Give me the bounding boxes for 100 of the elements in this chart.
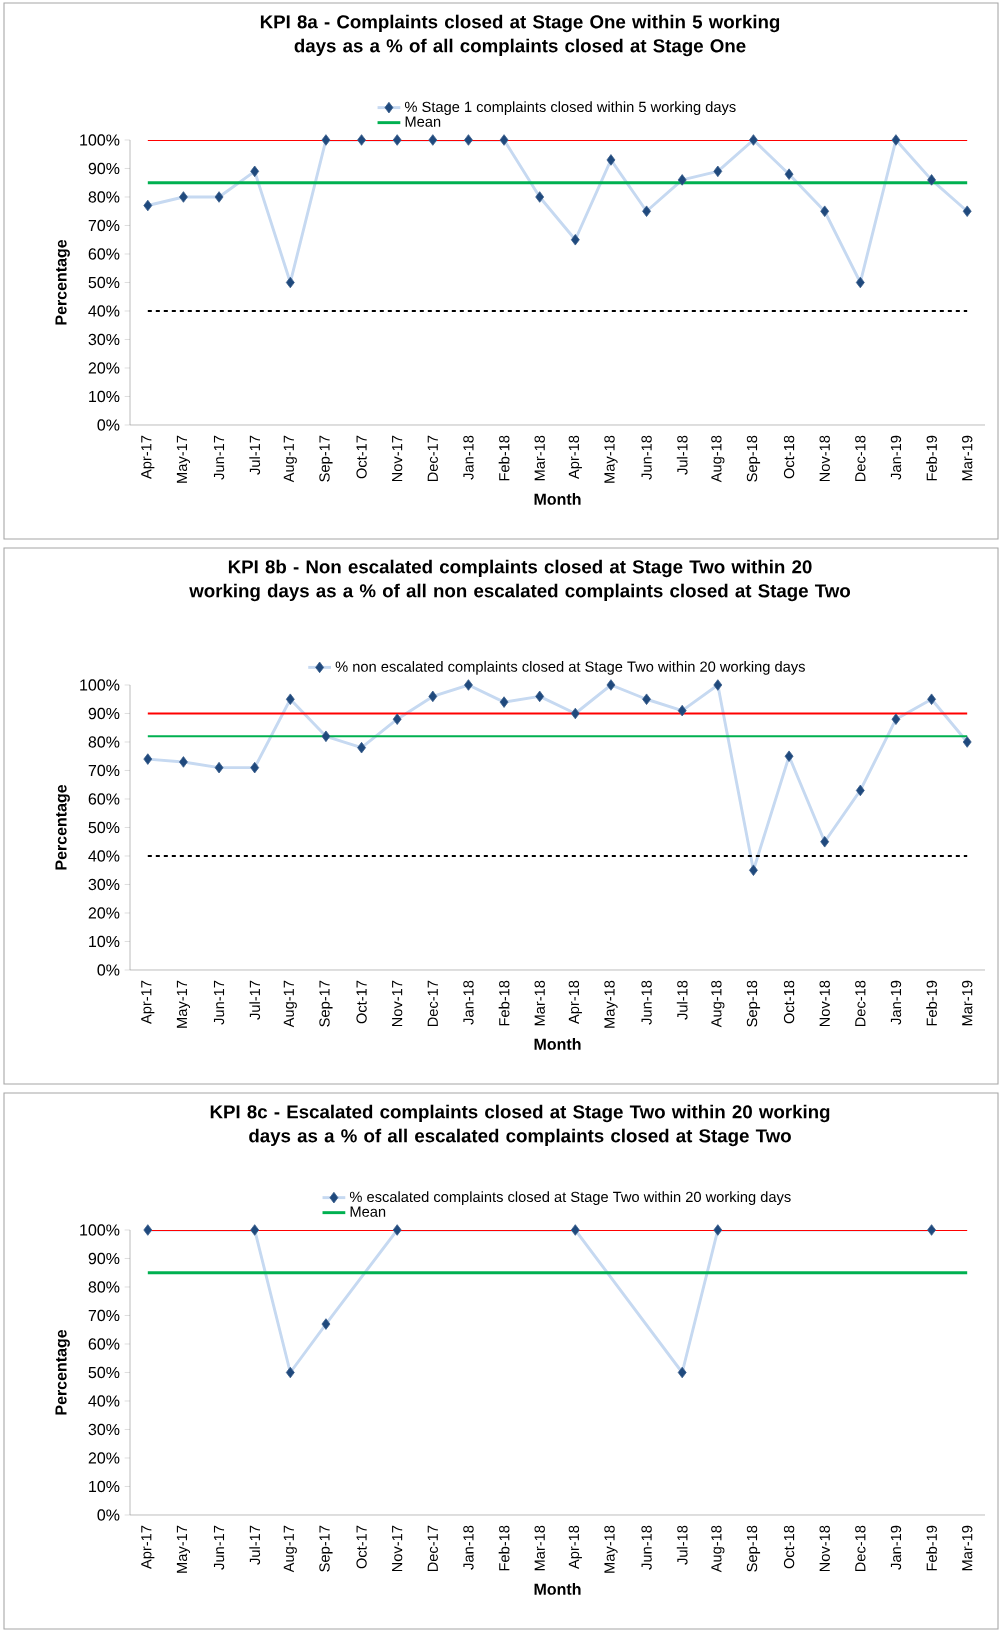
y-tick-label: 30%	[88, 333, 120, 346]
x-tick-label: May-17	[176, 980, 190, 1028]
x-tick-label: Nov-18	[819, 435, 830, 482]
x-tick-label: Apr-17	[141, 435, 155, 480]
x-tick-label: Feb-19	[926, 980, 937, 1026]
x-tick-label: Jan-19	[890, 435, 902, 480]
y-tick-label: 50%	[88, 276, 120, 289]
x-tick-label: Nov-18	[819, 1525, 830, 1572]
x-tick-label: Sep-17	[319, 435, 333, 482]
x-tick-label: Sep-18	[746, 1525, 761, 1572]
x-tick-label: Jul-18	[676, 1525, 688, 1565]
chart-title: KPI 8c - Escalated complaints closed at Stage Two within 20 working days as a % of all escalated complaints closed at Stage Two	[210, 1104, 830, 1147]
x-tick-label: Jan-19	[890, 1525, 902, 1570]
x-tick-label: Oct-17	[356, 435, 367, 479]
x-tick-label: Jul-17	[249, 1525, 261, 1565]
legend-label: Mean	[350, 1206, 386, 1217]
x-tick-label: Feb-19	[926, 435, 937, 481]
x-axis-title: Month	[534, 1583, 581, 1595]
x-tick-label: Dec-17	[427, 1525, 438, 1572]
x-tick-label: Nov-17	[392, 1525, 403, 1572]
y-tick-label: 20%	[88, 1452, 120, 1464]
x-tick-label: Aug-18	[711, 435, 725, 483]
x-tick-label: Sep-17	[319, 980, 333, 1027]
x-tick-label: Apr-18	[568, 1525, 582, 1570]
legend-label: % non escalated complaints closed at Stage Two within 20 working days	[335, 661, 805, 675]
x-tick-label: Jan-18	[463, 1525, 474, 1570]
y-axis-title: Percentage	[55, 784, 70, 870]
x-tick-label: Apr-18	[568, 435, 582, 480]
x-tick-label: Mar-18	[534, 980, 545, 1026]
x-tick-label: Jul-17	[249, 435, 261, 475]
y-tick-label: 80%	[88, 1281, 120, 1293]
y-tick-label: 10%	[89, 390, 120, 403]
y-axis-title: Percentage	[55, 1329, 70, 1415]
y-tick-label: 50%	[88, 1366, 120, 1379]
x-tick-label: Jul-17	[249, 980, 261, 1020]
x-tick-label: Oct-18	[783, 1525, 795, 1569]
chart-title: KPI 8b - Non escalated complaints closed at Stage Two within 20 working days as a % of all non escalated complaints closed at Stage Two	[189, 559, 851, 602]
x-tick-label: Apr-18	[568, 980, 582, 1025]
x-tick-label: Feb-18	[498, 1525, 510, 1571]
y-tick-label: 50%	[88, 821, 120, 834]
y-tick-label: 60%	[88, 248, 120, 260]
y-tick-label: 40%	[88, 305, 120, 317]
y-tick-label: 0%	[97, 419, 120, 431]
x-tick-label: Jan-19	[890, 980, 902, 1025]
x-tick-label: Dec-18	[855, 1525, 866, 1572]
y-tick-label: 100%	[80, 1224, 120, 1236]
x-tick-label: Nov-17	[392, 435, 403, 482]
x-tick-label: Feb-19	[926, 1525, 937, 1571]
x-tick-label: Aug-18	[711, 1525, 725, 1573]
x-tick-label: Mar-19	[962, 435, 973, 481]
x-tick-label: Aug-17	[283, 980, 297, 1028]
y-tick-label: 80%	[88, 191, 120, 203]
x-tick-label: Oct-17	[356, 1525, 367, 1569]
x-tick-label: May-18	[604, 980, 618, 1028]
x-tick-label: Jun-17	[213, 1525, 225, 1570]
x-tick-label: Jul-18	[676, 435, 688, 475]
y-tick-label: 10%	[89, 1480, 120, 1493]
y-tick-label: 70%	[88, 1309, 120, 1322]
y-tick-label: 90%	[88, 162, 120, 175]
legend-label: % escalated complaints closed at Stage Two within 20 working days	[349, 1191, 791, 1205]
x-tick-label: Jul-18	[676, 980, 688, 1020]
y-axis-title: Percentage	[55, 239, 70, 325]
x-tick-label: Jun-18	[641, 1525, 652, 1570]
x-tick-label: May-17	[176, 435, 190, 483]
x-tick-label: Aug-18	[711, 980, 725, 1028]
x-tick-label: Dec-18	[855, 980, 866, 1027]
chart-title: KPI 8a - Complaints closed at Stage One within 5 working days as a % of all complaints closed at Stage One	[260, 14, 780, 57]
y-tick-label: 60%	[88, 1338, 120, 1350]
y-tick-label: 30%	[88, 1423, 120, 1436]
x-tick-label: Dec-18	[855, 435, 866, 482]
x-tick-label: Apr-17	[141, 1525, 155, 1570]
x-tick-label: Aug-17	[283, 435, 297, 483]
x-tick-label: Sep-17	[319, 1525, 333, 1572]
x-tick-label: Jan-18	[463, 980, 474, 1025]
y-tick-label: 70%	[88, 764, 120, 777]
y-tick-label: 20%	[88, 907, 120, 919]
y-tick-label: 100%	[80, 134, 120, 146]
x-tick-label: Aug-17	[283, 1525, 297, 1573]
x-tick-label: Nov-18	[819, 980, 830, 1027]
y-tick-label: 30%	[88, 878, 120, 891]
x-tick-label: Jun-17	[213, 980, 225, 1025]
y-tick-label: 100%	[80, 679, 120, 691]
y-tick-label: 60%	[88, 793, 120, 805]
x-tick-label: May-17	[176, 1525, 190, 1573]
x-tick-label: Mar-19	[962, 980, 973, 1026]
y-tick-label: 0%	[97, 1509, 120, 1521]
x-tick-label: May-18	[604, 1525, 618, 1573]
x-tick-label: Mar-18	[534, 435, 545, 481]
y-tick-label: 70%	[88, 219, 120, 232]
y-tick-label: 40%	[88, 1395, 120, 1407]
x-tick-label: Oct-18	[783, 980, 795, 1024]
x-axis-title: Month	[534, 493, 581, 505]
x-tick-label: Nov-17	[392, 980, 403, 1027]
legend-label: Mean	[405, 116, 441, 127]
x-tick-label: Dec-17	[427, 435, 438, 482]
x-tick-label: Jun-17	[213, 435, 225, 480]
x-tick-label: Dec-17	[427, 980, 438, 1027]
x-tick-label: Mar-19	[962, 1525, 973, 1571]
y-tick-label: 0%	[97, 964, 120, 976]
x-tick-label: Oct-17	[356, 980, 367, 1024]
